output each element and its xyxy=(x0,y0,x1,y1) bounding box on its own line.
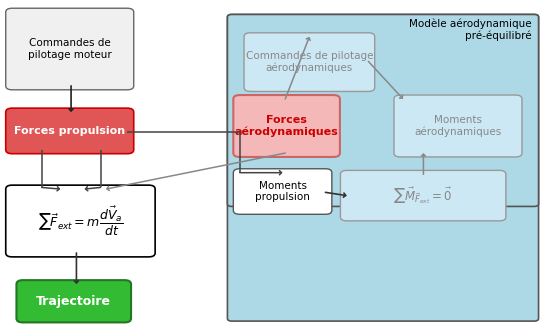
FancyBboxPatch shape xyxy=(233,95,340,157)
Text: Commandes de
pilotage moteur: Commandes de pilotage moteur xyxy=(28,38,112,60)
Text: Modèle aérodynamique
pré-équilibré: Modèle aérodynamique pré-équilibré xyxy=(409,19,532,41)
Text: $\sum \vec{M}_{\vec{F}_{ext}} = \vec{0}$: $\sum \vec{M}_{\vec{F}_{ext}} = \vec{0}$ xyxy=(393,185,453,206)
FancyBboxPatch shape xyxy=(6,108,134,154)
Text: Moments
aérodynamiques: Moments aérodynamiques xyxy=(414,115,502,137)
FancyBboxPatch shape xyxy=(228,14,539,206)
Text: Trajectoire: Trajectoire xyxy=(36,295,111,308)
FancyBboxPatch shape xyxy=(6,8,134,90)
FancyBboxPatch shape xyxy=(228,14,539,321)
Text: Forces propulsion: Forces propulsion xyxy=(14,126,125,136)
FancyBboxPatch shape xyxy=(16,280,131,322)
Text: Commandes de pilotage
aérodynamiques: Commandes de pilotage aérodynamiques xyxy=(245,51,373,73)
FancyBboxPatch shape xyxy=(233,169,332,214)
FancyBboxPatch shape xyxy=(244,33,375,91)
FancyBboxPatch shape xyxy=(394,95,522,157)
FancyBboxPatch shape xyxy=(6,185,155,257)
Text: Moments
propulsion: Moments propulsion xyxy=(255,181,310,202)
FancyBboxPatch shape xyxy=(340,170,506,221)
Text: $\sum \vec{F}_{ext} = m\dfrac{d\vec{V}_a}{dt}$: $\sum \vec{F}_{ext} = m\dfrac{d\vec{V}_a… xyxy=(38,204,123,238)
Text: Forces
aérodynamiques: Forces aérodynamiques xyxy=(235,115,338,137)
